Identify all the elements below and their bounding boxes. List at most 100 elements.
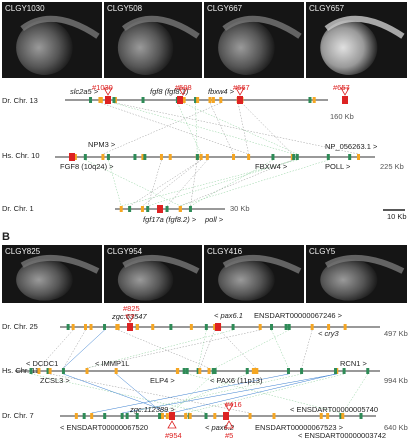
enhancer-marker <box>178 87 188 96</box>
gene-exon <box>165 413 169 419</box>
embryo-yolk <box>320 20 378 75</box>
gene-label: ZCSL3 > <box>40 376 70 385</box>
embryo-yolk <box>117 20 174 75</box>
photo-caption: CLGY825 <box>5 247 41 256</box>
gene-exon <box>89 324 93 330</box>
synteny-link <box>101 102 249 155</box>
synteny-link <box>190 159 198 207</box>
photo: CLGY416 <box>204 245 304 303</box>
gene-exon <box>106 154 110 160</box>
gene-exon <box>89 97 93 103</box>
photo-caption: CLGY5 <box>309 247 336 256</box>
gene-exon <box>295 154 299 160</box>
track-name: Dr. Chr. 25 <box>2 322 38 331</box>
gene-exon <box>213 324 217 330</box>
synteny-link <box>122 373 337 414</box>
gene-label: zgc:63547 <box>111 312 147 321</box>
synteny-link <box>38 329 74 369</box>
embryo-tail <box>324 15 405 39</box>
gene-exon <box>112 97 116 103</box>
embryo-yolk <box>320 258 378 301</box>
gene-exon <box>83 154 87 160</box>
synteny-link <box>115 373 163 414</box>
gene-exon <box>169 324 173 330</box>
synteny-link <box>86 329 261 369</box>
gene-exon <box>342 368 346 374</box>
gene-label: < cry3 <box>318 329 339 338</box>
gene-exon <box>258 324 262 330</box>
gene-exon <box>99 97 103 103</box>
synteny-link <box>190 159 274 207</box>
gene-exon <box>120 413 124 419</box>
gene-exon <box>348 154 352 160</box>
conserved-element <box>105 96 111 104</box>
embryo-yolk <box>218 258 275 301</box>
gene-exon <box>146 206 150 212</box>
gene-exon <box>195 154 199 160</box>
photo: CLGY667 <box>204 2 304 78</box>
enhancer-label: #667 <box>233 83 250 92</box>
gene-exon <box>366 368 370 374</box>
conserved-element <box>169 412 175 420</box>
gene-exon <box>211 368 215 374</box>
gene-label: POLL > <box>325 162 351 171</box>
gene-exon <box>207 368 211 374</box>
photo: CLGY508 <box>104 2 202 78</box>
gene-label: < pax6.1 <box>214 311 243 320</box>
gene-exon <box>135 413 139 419</box>
connections <box>30 102 368 414</box>
gene-exon <box>133 154 137 160</box>
gene-exon <box>82 413 86 419</box>
synteny-link <box>142 159 202 207</box>
synteny-link <box>271 329 289 369</box>
gene-exon <box>176 368 180 374</box>
embryo-tail <box>222 15 302 39</box>
embryo-yolk <box>117 258 174 301</box>
enhancer-marker <box>167 420 177 429</box>
gene-label: fgf8 (fgf8.1) <box>150 87 189 96</box>
gene-exon <box>37 368 41 374</box>
gene-exon <box>231 324 235 330</box>
scale-label: 10 Kb <box>387 212 407 221</box>
gene-exon <box>61 368 65 374</box>
gene-exon <box>46 368 50 374</box>
gene-exon <box>232 154 236 160</box>
gene-exon <box>73 154 77 160</box>
panel-label: B <box>2 231 10 243</box>
gene-exon <box>251 368 255 374</box>
synteny-link <box>195 102 198 155</box>
enhancer-marker <box>340 87 350 96</box>
gene-exon <box>135 324 139 330</box>
track-size: 994 Kb <box>384 376 408 385</box>
gene-exon <box>270 324 274 330</box>
gene-exon <box>159 154 163 160</box>
gene-exon <box>272 413 276 419</box>
gene-exon <box>103 324 107 330</box>
embryo-tail <box>122 254 200 274</box>
gene-exon <box>198 368 202 374</box>
synteny-link <box>63 373 172 414</box>
gene-exon <box>310 324 314 330</box>
gene-exon <box>188 413 192 419</box>
gene-exon <box>29 368 33 374</box>
gene-label: NPM3 > <box>88 140 116 149</box>
synteny-link <box>121 159 298 207</box>
synteny-link <box>50 373 251 414</box>
gene-exon <box>292 154 296 160</box>
gene-exon <box>101 154 105 160</box>
gene-label: < PAX6 (11p13) <box>210 376 263 385</box>
gene-exon <box>334 368 338 374</box>
track-size: 225 Kb <box>380 162 404 171</box>
gene-exon <box>71 324 75 330</box>
conserved-element <box>215 323 221 331</box>
synteny-link <box>147 159 162 207</box>
gene-exon <box>185 368 189 374</box>
gene-exon <box>341 413 345 419</box>
gene-label: < pax6.2 <box>205 423 235 432</box>
gene-exon <box>213 368 217 374</box>
gene-exon <box>165 206 169 212</box>
enhancer-marker <box>224 420 234 429</box>
photo: CLGY954 <box>104 245 202 303</box>
gene-exon <box>327 324 331 330</box>
gene-exon <box>248 413 252 419</box>
